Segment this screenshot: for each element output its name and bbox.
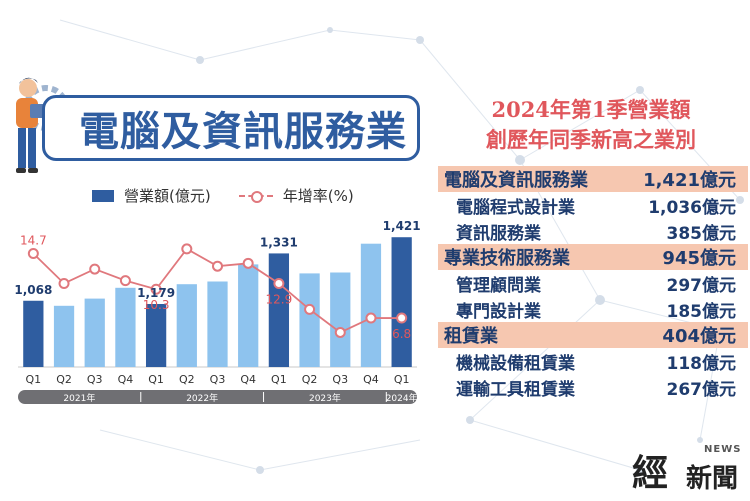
- revenue-bar: [391, 237, 412, 367]
- revenue-bar: [360, 243, 382, 367]
- year-band: [18, 390, 417, 404]
- industry-row-sub: 專門設計業 185億元: [438, 296, 748, 322]
- x-tick-label: Q3: [87, 373, 103, 386]
- revenue-bar: [268, 253, 290, 367]
- bar-value-label: 1,179: [137, 286, 175, 300]
- industry-value: 945億元: [662, 248, 736, 269]
- revenue-bar: [238, 264, 259, 367]
- industry-value: 297億元: [666, 275, 737, 296]
- industry-label: 電腦及資訊服務業: [444, 170, 588, 191]
- growth-rate-point: [89, 263, 101, 275]
- x-tick-label: Q3: [210, 373, 226, 386]
- legend-line-label: 年增率(%): [282, 187, 354, 205]
- industry-row-sub: 資訊服務業 385億元: [438, 218, 748, 244]
- growth-rate-point: [334, 326, 346, 338]
- legend-bar-swatch: [92, 189, 114, 202]
- growth-rate-point: [181, 243, 193, 255]
- growth-rate-point: [365, 312, 377, 324]
- revenue-bar: [176, 284, 197, 367]
- industry-row-sub: 管理顧問業 297億元: [438, 270, 748, 296]
- year-label: 2023年: [309, 392, 341, 404]
- industry-row-sub: 機械設備租賃業 118億元: [438, 348, 748, 374]
- industry-row-sub: 電腦程式設計業 1,036億元: [438, 192, 748, 218]
- industry-label: 機械設備租賃業: [456, 353, 575, 374]
- industry-row-sub: 運輸工具租賃業 267億元: [438, 374, 748, 400]
- growth-rate-label: 12.9: [266, 292, 293, 306]
- growth-rate-label: 6.8: [392, 327, 411, 341]
- year-label: 2021年: [63, 392, 95, 404]
- growth-rate-point: [273, 277, 285, 289]
- chart-legend: 營業額(億元) 年增率(%): [92, 185, 372, 206]
- growth-rate-point: [304, 303, 316, 315]
- revenue-bar: [299, 273, 320, 367]
- title-banner: 電腦及資訊服務業: [42, 95, 420, 161]
- x-tick-label: Q1: [148, 373, 164, 386]
- industry-row-main: 電腦及資訊服務業 1,421億元: [438, 166, 748, 192]
- revenue-chart: 1,068 1,179 1,331 1,421 14.7 10.3 12.9 6.8 Q1 Q2 Q…: [10, 215, 425, 410]
- growth-rate-point: [212, 260, 223, 272]
- revenue-bar: [145, 304, 167, 367]
- growth-rate-point: [242, 257, 254, 269]
- logo-big-char: 經: [632, 452, 669, 494]
- industry-label: 租賃業: [444, 326, 498, 347]
- panel-title: 2024年第1季營業額 創歷年同季新高之業別: [432, 95, 750, 155]
- bar-value-label: 1,068: [14, 283, 52, 297]
- industry-value: 118億元: [666, 353, 737, 374]
- industry-list: 電腦及資訊服務業 1,421億元 電腦程式設計業 1,036億元 資訊服務業 385億元專…: [438, 166, 748, 400]
- industry-row-main: 租賃業 404億元: [438, 322, 748, 348]
- revenue-bar: [115, 287, 136, 367]
- industry-label: 管理顧問業: [456, 275, 541, 296]
- panel-title-line2: 創歷年同季新高之業別: [486, 127, 696, 152]
- panel-title-line1: 2024年第1季營業額: [491, 97, 691, 122]
- growth-rate-point: [119, 275, 131, 287]
- x-tick-label: Q3: [332, 373, 348, 386]
- page-title: 電腦及資訊服務業: [79, 109, 407, 155]
- x-tick-label: Q2: [179, 373, 195, 386]
- industry-value: 404億元: [662, 326, 736, 347]
- industry-label: 電腦程式設計業: [456, 197, 575, 218]
- revenue-bar: [207, 281, 228, 367]
- industry-value: 185億元: [666, 301, 737, 322]
- year-label: 2022年: [186, 392, 218, 404]
- revenue-bar: [84, 298, 105, 367]
- x-tick-label: Q4: [118, 373, 134, 386]
- bar-value-label: 1,421: [383, 219, 421, 233]
- chart-svg: 1,068 1,179 1,331 1,421 14.7 10.3 12.9 6.8 Q1 Q2 Q…: [14, 219, 421, 404]
- industry-value: 385億元: [666, 223, 737, 244]
- industry-value: 267億元: [666, 379, 737, 400]
- legend-line-swatch: [238, 190, 273, 203]
- logo-small-chars: 新聞: [686, 464, 739, 494]
- industry-label: 資訊服務業: [456, 223, 541, 244]
- industry-value: 1,421億元: [643, 170, 736, 191]
- revenue-bar: [53, 305, 75, 367]
- growth-rate-label: 10.3: [143, 298, 170, 312]
- x-tick-label: Q2: [302, 373, 318, 386]
- industry-value: 1,036億元: [648, 197, 736, 218]
- x-tick-label: Q4: [240, 373, 256, 386]
- industry-label: 運輸工具租賃業: [456, 379, 575, 400]
- x-tick-label: Q2: [56, 373, 72, 386]
- legend-bar-label: 營業額(億元): [124, 187, 211, 205]
- growth-rate-point: [58, 277, 70, 289]
- x-tick-label: Q1: [271, 373, 287, 386]
- bar-value-label: 1,331: [260, 235, 298, 249]
- industry-label: 專業技術服務業: [444, 248, 570, 269]
- revenue-bar: [23, 300, 44, 367]
- growth-rate-point: [27, 248, 39, 260]
- logo-news-text: NEWS: [704, 444, 742, 455]
- revenue-bar: [330, 272, 351, 367]
- year-label: 2024年: [386, 392, 418, 404]
- growth-rate-point: [396, 312, 408, 324]
- news-logo: 經 NEWS 新聞: [632, 440, 744, 494]
- x-tick-label: Q4: [363, 373, 379, 386]
- industry-row-main: 專業技術服務業 945億元: [438, 244, 748, 270]
- growth-rate-point: [150, 283, 162, 295]
- x-tick-label: Q1: [394, 373, 410, 386]
- growth-rate-label: 14.7: [20, 234, 47, 248]
- industry-label: 專門設計業: [456, 301, 541, 322]
- x-tick-label: Q1: [26, 373, 42, 386]
